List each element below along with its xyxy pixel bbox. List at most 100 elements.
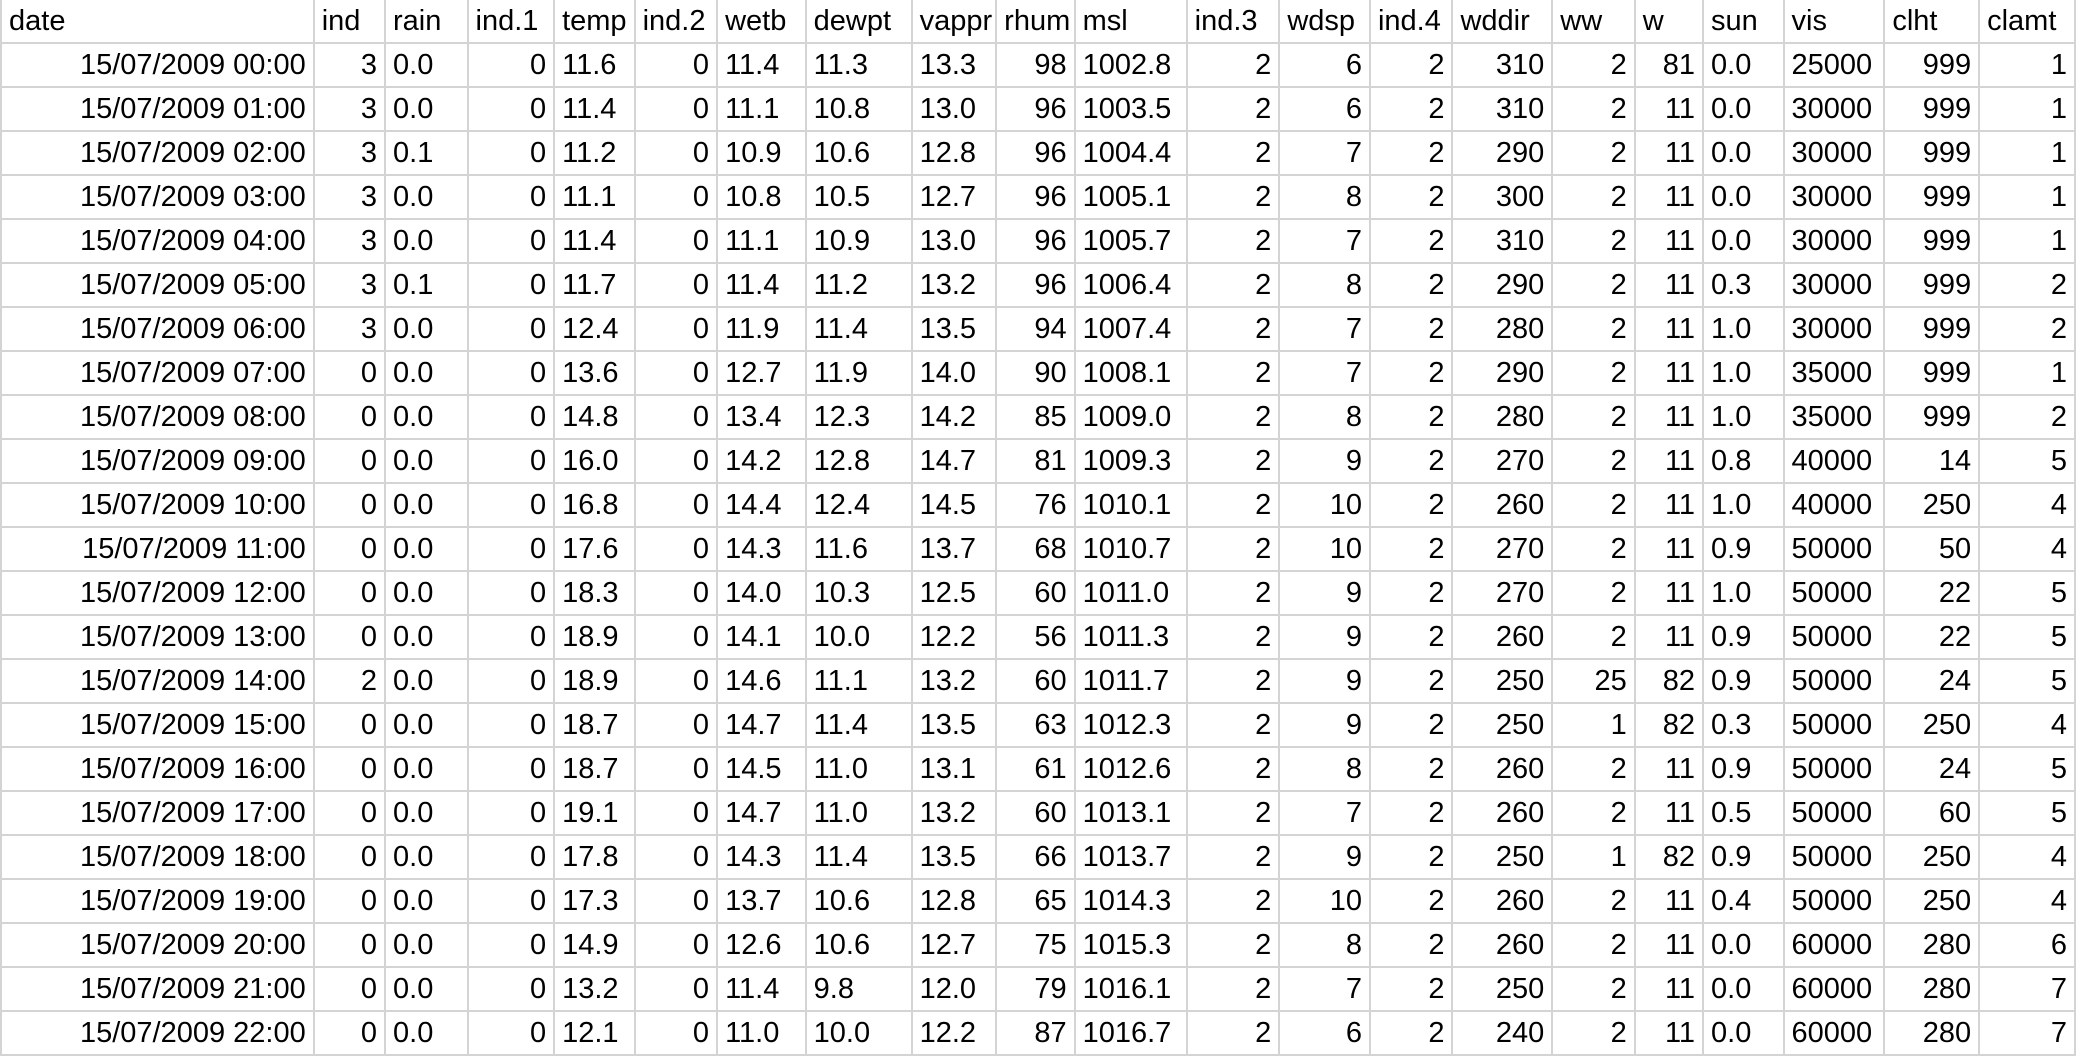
cell-ind[interactable]: 0 xyxy=(313,395,387,440)
cell-ind4[interactable]: 2 xyxy=(1369,747,1454,792)
cell-sun[interactable]: 0.0 xyxy=(1703,43,1785,88)
cell-msl[interactable]: 1011.3 xyxy=(1074,615,1188,660)
cell-rain[interactable]: 0.0 xyxy=(385,307,469,352)
cell-w[interactable]: 11 xyxy=(1634,483,1705,528)
cell-dewpt[interactable]: 11.3 xyxy=(805,43,913,88)
cell-wdsp[interactable]: 7 xyxy=(1279,967,1371,1012)
cell-date[interactable]: 15/07/2009 22:00 xyxy=(0,1011,315,1056)
cell-w[interactable]: 82 xyxy=(1634,659,1705,704)
column-header-ind1[interactable]: ind.1 xyxy=(467,0,556,44)
cell-ind[interactable]: 0 xyxy=(313,967,387,1012)
cell-ind4[interactable]: 2 xyxy=(1369,615,1454,660)
cell-date[interactable]: 15/07/2009 21:00 xyxy=(0,967,315,1012)
cell-ww[interactable]: 2 xyxy=(1552,1011,1636,1056)
cell-vappr[interactable]: 12.0 xyxy=(911,967,998,1012)
cell-wddir[interactable]: 260 xyxy=(1452,483,1554,528)
cell-w[interactable]: 11 xyxy=(1634,131,1705,176)
cell-ind4[interactable]: 2 xyxy=(1369,659,1454,704)
cell-clht[interactable]: 50 xyxy=(1884,527,1981,572)
cell-wdsp[interactable]: 6 xyxy=(1279,43,1371,88)
cell-wetb[interactable]: 11.0 xyxy=(717,1011,807,1056)
cell-dewpt[interactable]: 9.8 xyxy=(805,967,913,1012)
cell-vis[interactable]: 50000 xyxy=(1783,527,1886,572)
cell-ind[interactable]: 0 xyxy=(313,351,387,396)
cell-msl[interactable]: 1011.7 xyxy=(1074,659,1188,704)
column-header-temp[interactable]: temp xyxy=(554,0,636,44)
cell-temp[interactable]: 13.2 xyxy=(554,967,636,1012)
cell-ind1[interactable]: 0 xyxy=(467,923,556,968)
cell-rain[interactable]: 0.0 xyxy=(385,923,469,968)
column-header-vappr[interactable]: vappr xyxy=(911,0,998,44)
cell-clht[interactable]: 999 xyxy=(1884,351,1981,396)
cell-ind4[interactable]: 2 xyxy=(1369,439,1454,484)
cell-clht[interactable]: 250 xyxy=(1884,703,1981,748)
cell-wdsp[interactable]: 7 xyxy=(1279,351,1371,396)
cell-ind1[interactable]: 0 xyxy=(467,43,556,88)
cell-ind3[interactable]: 2 xyxy=(1186,571,1281,616)
cell-wetb[interactable]: 11.4 xyxy=(717,43,807,88)
cell-dewpt[interactable]: 11.1 xyxy=(805,659,913,704)
cell-ind1[interactable]: 0 xyxy=(467,263,556,308)
cell-dewpt[interactable]: 10.0 xyxy=(805,1011,913,1056)
cell-rain[interactable]: 0.0 xyxy=(385,395,469,440)
cell-ind1[interactable]: 0 xyxy=(467,879,556,924)
cell-msl[interactable]: 1014.3 xyxy=(1074,879,1188,924)
cell-ind3[interactable]: 2 xyxy=(1186,87,1281,132)
cell-rhum[interactable]: 75 xyxy=(996,923,1076,968)
cell-date[interactable]: 15/07/2009 20:00 xyxy=(0,923,315,968)
cell-clht[interactable]: 280 xyxy=(1884,967,1981,1012)
cell-ind1[interactable]: 0 xyxy=(467,791,556,836)
cell-rhum[interactable]: 87 xyxy=(996,1011,1076,1056)
cell-wddir[interactable]: 270 xyxy=(1452,439,1554,484)
cell-ind4[interactable]: 2 xyxy=(1369,1011,1454,1056)
cell-rain[interactable]: 0.0 xyxy=(385,571,469,616)
cell-date[interactable]: 15/07/2009 14:00 xyxy=(0,659,315,704)
cell-vis[interactable]: 60000 xyxy=(1783,923,1886,968)
cell-temp[interactable]: 14.8 xyxy=(554,395,636,440)
cell-ind[interactable]: 0 xyxy=(313,439,387,484)
cell-sun[interactable]: 0.0 xyxy=(1703,923,1785,968)
cell-rain[interactable]: 0.0 xyxy=(385,87,469,132)
cell-wetb[interactable]: 11.1 xyxy=(717,87,807,132)
cell-rain[interactable]: 0.0 xyxy=(385,615,469,660)
cell-temp[interactable]: 14.9 xyxy=(554,923,636,968)
cell-dewpt[interactable]: 12.3 xyxy=(805,395,913,440)
cell-clht[interactable]: 250 xyxy=(1884,835,1981,880)
cell-rain[interactable]: 0.0 xyxy=(385,351,469,396)
cell-ww[interactable]: 2 xyxy=(1552,219,1636,264)
cell-ind[interactable]: 3 xyxy=(313,131,387,176)
cell-rain[interactable]: 0.0 xyxy=(385,791,469,836)
cell-wetb[interactable]: 14.3 xyxy=(717,527,807,572)
cell-ind1[interactable]: 0 xyxy=(467,175,556,220)
cell-clht[interactable]: 999 xyxy=(1884,395,1981,440)
cell-msl[interactable]: 1006.4 xyxy=(1074,263,1188,308)
cell-ww[interactable]: 2 xyxy=(1552,923,1636,968)
cell-clamt[interactable]: 4 xyxy=(1979,703,2076,748)
cell-dewpt[interactable]: 10.6 xyxy=(805,879,913,924)
cell-vis[interactable]: 25000 xyxy=(1783,43,1886,88)
cell-ind[interactable]: 0 xyxy=(313,615,387,660)
cell-wetb[interactable]: 14.5 xyxy=(717,747,807,792)
cell-wetb[interactable]: 14.0 xyxy=(717,571,807,616)
cell-sun[interactable]: 0.0 xyxy=(1703,219,1785,264)
cell-vis[interactable]: 30000 xyxy=(1783,263,1886,308)
cell-wdsp[interactable]: 9 xyxy=(1279,703,1371,748)
cell-vis[interactable]: 60000 xyxy=(1783,1011,1886,1056)
cell-wetb[interactable]: 11.1 xyxy=(717,219,807,264)
cell-vis[interactable]: 50000 xyxy=(1783,659,1886,704)
cell-clht[interactable]: 999 xyxy=(1884,307,1981,352)
cell-rhum[interactable]: 96 xyxy=(996,131,1076,176)
cell-ind[interactable]: 0 xyxy=(313,747,387,792)
cell-rhum[interactable]: 63 xyxy=(996,703,1076,748)
cell-ind4[interactable]: 2 xyxy=(1369,791,1454,836)
cell-clht[interactable]: 250 xyxy=(1884,879,1981,924)
cell-sun[interactable]: 0.9 xyxy=(1703,615,1785,660)
cell-clht[interactable]: 999 xyxy=(1884,43,1981,88)
cell-wddir[interactable]: 310 xyxy=(1452,87,1554,132)
cell-vappr[interactable]: 13.7 xyxy=(911,527,998,572)
cell-ind[interactable]: 3 xyxy=(313,219,387,264)
cell-clamt[interactable]: 5 xyxy=(1979,615,2076,660)
cell-ind4[interactable]: 2 xyxy=(1369,43,1454,88)
cell-rain[interactable]: 0.0 xyxy=(385,967,469,1012)
cell-msl[interactable]: 1007.4 xyxy=(1074,307,1188,352)
